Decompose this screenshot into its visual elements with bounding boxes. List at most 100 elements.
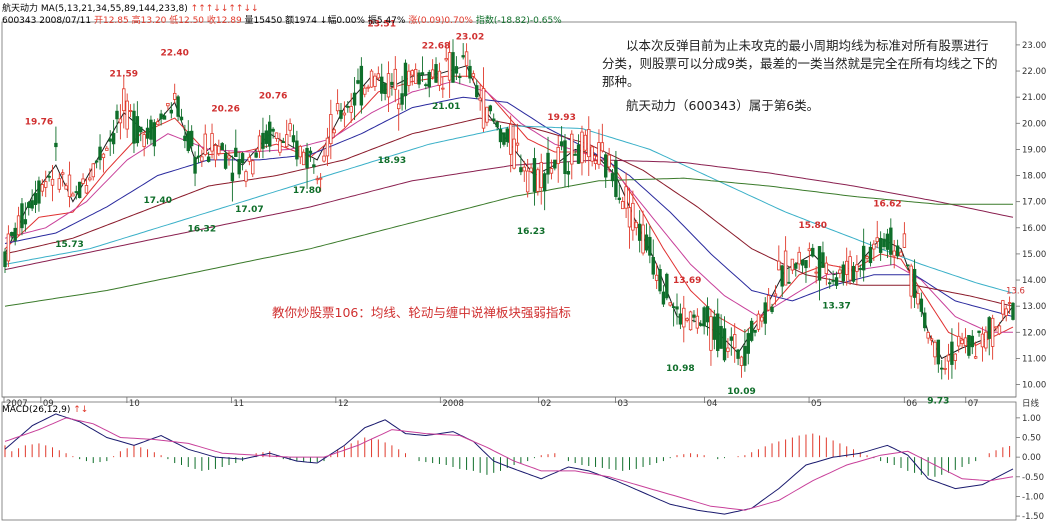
candle-down	[716, 313, 720, 351]
macd-label: MACD(26,12,9)	[2, 405, 71, 415]
y-tick-label: 15.00	[1022, 250, 1046, 260]
candle-down	[383, 83, 387, 95]
price-label-high: 22.40	[160, 49, 188, 59]
candle-up	[200, 156, 204, 162]
candle-down	[268, 121, 272, 147]
candle-up	[685, 318, 689, 321]
quote-rise: 涨(0.09)0.70%	[408, 16, 473, 26]
candle-up	[892, 250, 896, 257]
candle-down	[3, 251, 7, 268]
candle-down	[132, 110, 136, 144]
candle-down	[831, 280, 835, 282]
candle-down	[692, 314, 696, 318]
candle-up	[668, 302, 672, 306]
candle-up	[838, 269, 842, 274]
candle-up	[318, 177, 323, 180]
candle-down	[553, 159, 557, 169]
candle-up	[481, 88, 486, 129]
candle-up	[556, 146, 560, 164]
candle-up	[257, 135, 262, 152]
candle-down	[427, 71, 431, 88]
candle-up	[695, 315, 700, 329]
candle-up	[142, 134, 146, 147]
price-label-low: 16.23	[517, 227, 545, 237]
candle-down	[868, 246, 873, 264]
candle-up	[210, 133, 214, 152]
candle-up	[105, 147, 109, 151]
candle-down	[542, 173, 547, 192]
candle-up	[244, 171, 248, 182]
candle-up	[247, 156, 252, 162]
candle-down	[573, 153, 577, 156]
candle-down	[678, 313, 683, 325]
quote-close: 收12.89	[206, 16, 242, 26]
candle-down	[27, 202, 31, 208]
candle-down	[23, 219, 28, 225]
candle-down	[380, 76, 384, 94]
candle-down	[145, 127, 150, 139]
candle-down	[719, 325, 723, 349]
candle-up	[349, 106, 353, 113]
price-label-low: 17.07	[235, 205, 263, 215]
candlesticks[interactable]	[3, 39, 1015, 380]
candle-up	[865, 256, 869, 259]
candle-up	[1004, 308, 1008, 316]
candle-down	[651, 256, 655, 275]
x-tick-label: 06	[906, 399, 917, 409]
candle-down	[736, 349, 740, 359]
price-grid	[1, 21, 1017, 521]
macd-arrows: ↑↓	[73, 405, 89, 415]
y-tick-label: 16.00	[1022, 224, 1046, 234]
candle-up	[40, 184, 45, 192]
candle-down	[13, 227, 17, 241]
candle-up	[620, 201, 625, 210]
candle-up	[366, 86, 370, 89]
macd-dea-line	[4, 417, 1014, 511]
candle-up	[515, 142, 520, 146]
ma-line-ma233	[4, 177, 1013, 307]
price-label-high: 23.02	[456, 32, 484, 42]
quote-change: ↓幅0.00%	[319, 16, 365, 26]
candle-up	[631, 202, 635, 231]
candle-down	[223, 152, 228, 169]
candle-down	[505, 128, 510, 143]
candle-up	[848, 256, 852, 281]
candle-up	[590, 146, 594, 162]
macd-tick-label: 1.00	[1022, 414, 1041, 424]
ma-line-ma21	[4, 80, 1013, 333]
candle-up	[335, 103, 340, 112]
candle-down	[559, 141, 564, 146]
candle-down	[176, 96, 180, 117]
candle-up	[797, 251, 801, 265]
macd-tick-label: -1.50	[1022, 512, 1044, 522]
candle-up	[6, 233, 11, 262]
candle-down	[699, 323, 703, 326]
candle-up	[128, 110, 133, 112]
candle-down	[291, 135, 296, 143]
candle-up	[447, 52, 452, 81]
candle-down	[987, 317, 991, 339]
candle-up	[529, 167, 533, 173]
y-tick-label: 18.00	[1022, 172, 1046, 182]
candle-down	[417, 72, 421, 85]
candle-down	[312, 164, 316, 168]
candle-down	[149, 119, 153, 140]
candle-up	[471, 73, 476, 77]
macd-tick-label: -1.00	[1022, 492, 1044, 502]
candle-down	[220, 143, 224, 151]
candle-up	[122, 88, 126, 112]
candle-down	[637, 223, 642, 241]
candle-down	[169, 109, 174, 114]
candle-down	[261, 132, 265, 149]
candle-up	[332, 129, 336, 134]
price-label-low: 21.01	[432, 102, 460, 112]
candle-down	[111, 133, 116, 145]
candle-up	[777, 260, 781, 271]
stock-code: 600343	[2, 16, 37, 26]
candle-up	[342, 112, 347, 116]
candle-down	[919, 298, 924, 312]
candle-down	[183, 135, 187, 142]
candle-up	[430, 69, 435, 78]
candle-down	[882, 238, 886, 248]
candle-up	[213, 145, 218, 161]
